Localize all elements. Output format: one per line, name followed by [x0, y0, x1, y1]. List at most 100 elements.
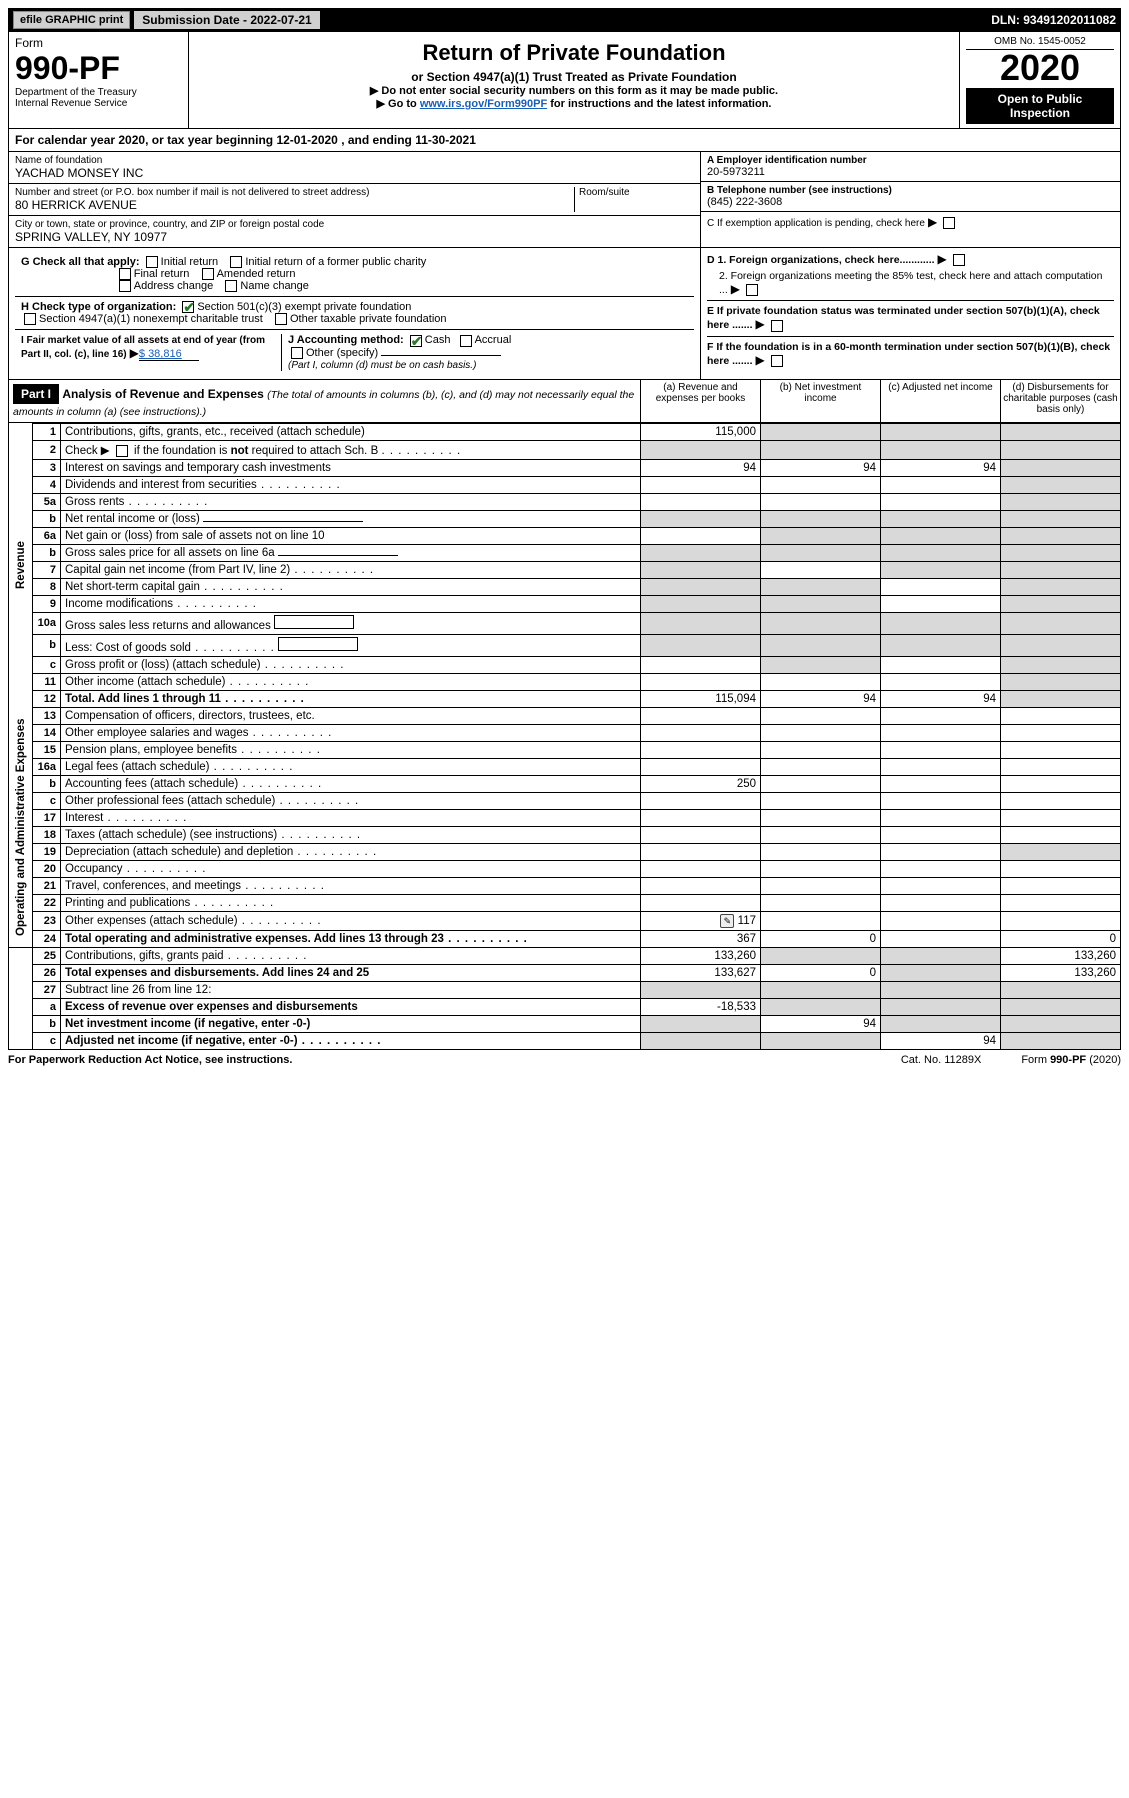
- period-mid: , and ending: [341, 133, 415, 147]
- room-label: Room/suite: [579, 187, 694, 198]
- top-bar: efile GRAPHIC print Submission Date - 20…: [8, 8, 1121, 32]
- part-i-label: Part I: [13, 384, 59, 404]
- part-i-title: Analysis of Revenue and Expenses: [62, 387, 263, 401]
- line-27a-a: -18,533: [641, 998, 761, 1015]
- j-accrual[interactable]: [460, 335, 472, 347]
- g-opt-0: Initial return: [161, 256, 218, 268]
- j-cash[interactable]: [410, 335, 422, 347]
- city-label: City or town, state or province, country…: [15, 219, 694, 230]
- line-24-d: 0: [1001, 930, 1121, 947]
- g-label: G Check all that apply:: [21, 256, 140, 268]
- line-5b: Net rental income or (loss): [61, 510, 641, 527]
- part-i-header: Part I Analysis of Revenue and Expenses …: [8, 380, 1121, 423]
- line-14: Other employee salaries and wages: [61, 724, 641, 741]
- phone-value: (845) 222-3608: [707, 196, 1114, 208]
- line-10b: Less: Cost of goods sold: [61, 634, 641, 656]
- line-3-b: 94: [761, 459, 881, 476]
- line-25-d: 133,260: [1001, 947, 1121, 964]
- c-checkbox[interactable]: [943, 217, 955, 229]
- expenses-section-label: Operating and Administrative Expenses: [9, 707, 33, 947]
- g-initial-former[interactable]: [230, 256, 242, 268]
- line-17: Interest: [61, 809, 641, 826]
- form-label: Form: [15, 36, 182, 50]
- line-27b: Net investment income (if negative, ente…: [61, 1015, 641, 1032]
- line-21: Travel, conferences, and meetings: [61, 877, 641, 894]
- e-checkbox[interactable]: [771, 320, 783, 332]
- g-opt-4: Address change: [134, 280, 214, 292]
- line-16a: Legal fees (attach schedule): [61, 758, 641, 775]
- instr-goto: ▶ Go to www.irs.gov/Form990PF for instru…: [195, 97, 953, 110]
- g-amended[interactable]: [202, 268, 214, 280]
- line-27: Subtract line 26 from line 12:: [61, 981, 641, 998]
- line-22: Printing and publications: [61, 894, 641, 911]
- line-16b-a: 250: [641, 775, 761, 792]
- g-opt-1: Initial return of a former public charit…: [245, 256, 426, 268]
- line-12: Total. Add lines 1 through 11: [61, 690, 641, 707]
- line-16b: Accounting fees (attach schedule): [61, 775, 641, 792]
- h-501c3[interactable]: [182, 301, 194, 313]
- line-26: Total expenses and disbursements. Add li…: [61, 964, 641, 981]
- dept-treasury: Department of the TreasuryInternal Reven…: [15, 87, 182, 109]
- part-i-table: Revenue 1Contributions, gifts, grants, e…: [8, 423, 1121, 1050]
- form-link[interactable]: www.irs.gov/Form990PF: [420, 98, 547, 110]
- h-label: H Check type of organization:: [21, 301, 176, 313]
- form-title: Return of Private Foundation: [195, 40, 953, 66]
- ein-label: A Employer identification number: [707, 155, 1114, 166]
- line-24-a: 367: [641, 930, 761, 947]
- calendar-year-row: For calendar year 2020, or tax year begi…: [8, 129, 1121, 152]
- f-checkbox[interactable]: [771, 355, 783, 367]
- j-other[interactable]: [291, 347, 303, 359]
- line-23-a: ✎ 117: [641, 911, 761, 930]
- line-2-checkbox[interactable]: [116, 445, 128, 457]
- foundation-name: YACHAD MONSEY INC: [15, 166, 694, 180]
- g-opt-5: Name change: [240, 280, 309, 292]
- phone-label: B Telephone number (see instructions): [707, 185, 1114, 196]
- line-27a: Excess of revenue over expenses and disb…: [61, 998, 641, 1015]
- g-opt-2: Final return: [134, 268, 190, 280]
- addr-label: Number and street (or P.O. box number if…: [15, 187, 574, 198]
- attachment-icon[interactable]: ✎: [720, 914, 734, 928]
- line-8: Net short-term capital gain: [61, 578, 641, 595]
- line-19: Depreciation (attach schedule) and deple…: [61, 843, 641, 860]
- line-10c: Gross profit or (loss) (attach schedule): [61, 656, 641, 673]
- form-subtitle: or Section 4947(a)(1) Trust Treated as P…: [195, 70, 953, 84]
- section-g-h: G Check all that apply: Initial return I…: [8, 248, 1121, 380]
- footer-left: For Paperwork Reduction Act Notice, see …: [8, 1054, 292, 1066]
- line-25: Contributions, gifts, grants paid: [61, 947, 641, 964]
- line-23: Other expenses (attach schedule): [61, 911, 641, 930]
- j-other-label: Other (specify): [306, 347, 378, 359]
- foundation-address: 80 HERRICK AVENUE: [15, 198, 574, 212]
- footer-cat: Cat. No. 11289X: [901, 1054, 982, 1066]
- efile-print-button[interactable]: efile GRAPHIC print: [13, 11, 130, 29]
- col-b-header: (b) Net investment income: [760, 380, 880, 422]
- line-27b-b: 94: [761, 1015, 881, 1032]
- period-begin: 12-01-2020: [276, 133, 337, 147]
- h-other-taxable[interactable]: [275, 313, 287, 325]
- g-opt-3: Amended return: [217, 268, 296, 280]
- j-accrual-label: Accrual: [475, 334, 512, 346]
- g-initial-return[interactable]: [146, 256, 158, 268]
- line-7: Capital gain net income (from Part IV, l…: [61, 561, 641, 578]
- g-final-return[interactable]: [119, 268, 131, 280]
- tax-year: 2020: [966, 50, 1114, 86]
- g-addr-change[interactable]: [119, 280, 131, 292]
- period-end: 11-30-2021: [415, 133, 476, 147]
- line-25-a: 133,260: [641, 947, 761, 964]
- page-footer: For Paperwork Reduction Act Notice, see …: [8, 1050, 1121, 1066]
- g-name-change[interactable]: [225, 280, 237, 292]
- line-12-a: 115,094: [641, 690, 761, 707]
- form-header: Form 990-PF Department of the TreasuryIn…: [8, 32, 1121, 129]
- col-a-header: (a) Revenue and expenses per books: [640, 380, 760, 422]
- revenue-section-label: Revenue: [9, 423, 33, 707]
- d1-checkbox[interactable]: [953, 254, 965, 266]
- line-3-c: 94: [881, 459, 1001, 476]
- footer-form: Form 990-PF (2020): [1021, 1054, 1121, 1066]
- form-number: 990-PF: [15, 50, 182, 87]
- e-label: E If private foundation status was termi…: [707, 305, 1100, 331]
- line-1: Contributions, gifts, grants, etc., rece…: [61, 423, 641, 440]
- d2-checkbox[interactable]: [746, 284, 758, 296]
- line-1-a: 115,000: [641, 423, 761, 440]
- i-value[interactable]: $ 38,816: [139, 348, 199, 361]
- h-4947[interactable]: [24, 313, 36, 325]
- f-label: F If the foundation is in a 60-month ter…: [707, 341, 1110, 367]
